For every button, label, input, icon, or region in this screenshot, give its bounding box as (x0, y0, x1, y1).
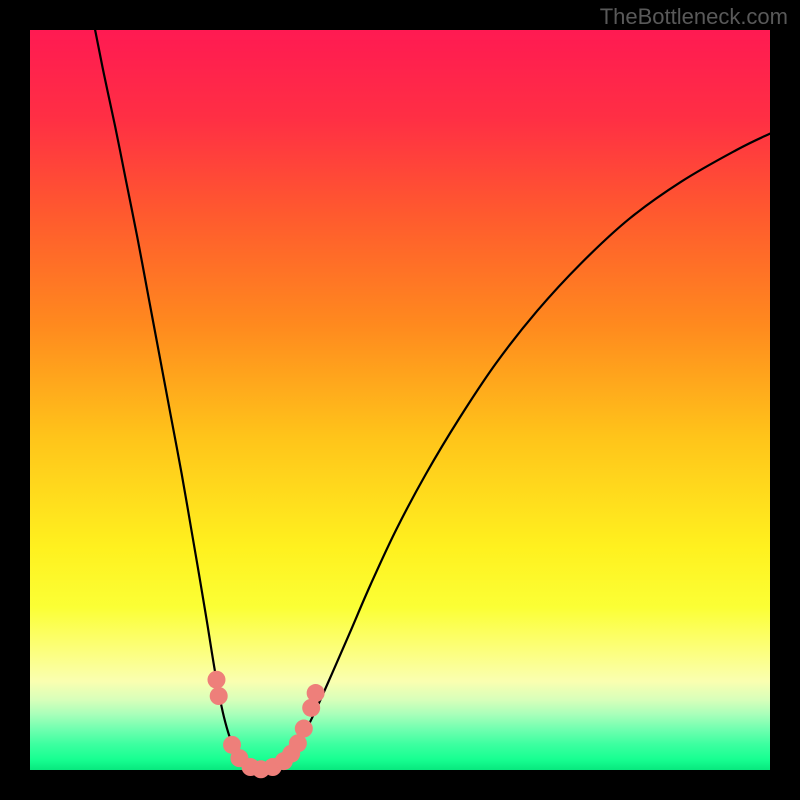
curve-right (263, 134, 770, 770)
marker-point (207, 671, 225, 689)
watermark-text: TheBottleneck.com (600, 4, 788, 30)
marker-point (210, 687, 228, 705)
plot-area (30, 30, 770, 770)
marker-point (295, 720, 313, 738)
chart-frame: TheBottleneck.com (0, 0, 800, 800)
marker-point (307, 684, 325, 702)
curve-left (95, 30, 263, 770)
curves-layer (30, 30, 770, 770)
